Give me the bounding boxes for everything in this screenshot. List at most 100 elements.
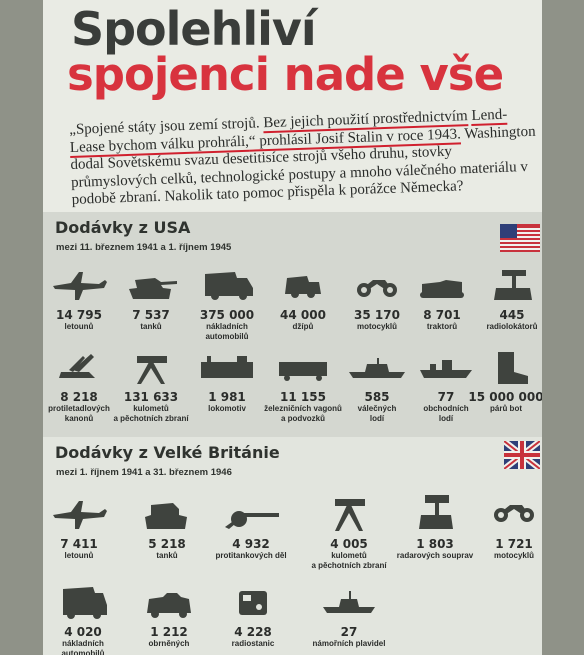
item-value: 1 721	[495, 537, 533, 551]
usa-item-tanks: 7 537 tanků	[111, 266, 191, 332]
item-label: radarových souprav	[396, 551, 474, 560]
item-label: protiletadlových	[48, 404, 110, 413]
item-label: letounů	[64, 551, 94, 560]
uk-deliveries-section: Dodávky z Velké Británie mezi 1. říjnem …	[43, 437, 542, 655]
headline-line-1: Spolehliví	[71, 2, 317, 56]
item-value: 4 932	[232, 537, 270, 551]
uk-item-airplanes: 7 411 letounů	[43, 495, 119, 561]
item-value: 1 803	[416, 537, 454, 551]
item-label: traktorů	[426, 322, 458, 331]
anti-tank-gun-icon	[225, 511, 279, 529]
item-label: a pěchotních zbraní	[113, 414, 189, 423]
item-label: lokomotiv	[208, 404, 246, 413]
item-value: 585	[364, 390, 390, 404]
item-label: obrněných	[148, 639, 190, 648]
jeep-icon	[285, 276, 321, 298]
usa-item-warships: 585 válečných lodí	[337, 348, 417, 424]
usa-section-title: Dodávky z USA	[55, 218, 191, 237]
uk-item-radio-stations: 4 228 radiostanic	[213, 583, 293, 649]
airplane-icon	[53, 501, 107, 529]
usa-item-machine-guns: 131 633 kulometů a pěchotních zbraní	[111, 348, 191, 424]
boot-icon	[498, 352, 528, 384]
item-label: tanků	[156, 551, 178, 560]
tank-icon	[129, 278, 177, 299]
item-value: 35 170	[354, 308, 400, 322]
uk-item-machine-guns: 4 005 kulometů a pěchotních zbraní	[309, 495, 389, 571]
radar-icon	[419, 495, 453, 529]
item-label: válečných	[357, 404, 397, 413]
uk-item-radars: 1 803 radarových souprav	[395, 495, 475, 561]
warship-icon	[349, 358, 405, 378]
item-value: 8 218	[60, 390, 98, 404]
item-label: lodí	[438, 414, 454, 423]
usa-deliveries-section: Dodávky z USA mezi 11. březnem 1941 a 1.…	[43, 212, 542, 437]
item-value: 44 000	[280, 308, 326, 322]
item-value: 77	[437, 390, 455, 404]
uk-flag-icon	[504, 441, 540, 469]
usa-item-boots: 15 000 000 párů bot	[468, 348, 542, 414]
motorcycle-icon	[357, 280, 397, 297]
uk-item-motorcycles: 1 721 motocyklů	[474, 495, 542, 561]
item-label: tanků	[140, 322, 162, 331]
item-value: 4 228	[234, 625, 272, 639]
usa-item-aa-guns: 8 218 protiletadlových kanonů	[43, 348, 119, 424]
armored-car-icon	[147, 593, 191, 618]
tractor-icon	[420, 280, 464, 298]
item-value: 5 218	[148, 537, 186, 551]
usa-flag-icon	[500, 224, 540, 252]
usa-item-airplanes: 14 795 letounů	[43, 266, 119, 332]
usa-item-locomotives: 1 981 lokomotiv	[187, 348, 267, 414]
item-label: radiostanic	[231, 639, 275, 648]
railcar-icon	[279, 362, 327, 381]
item-value: 7 537	[132, 308, 170, 322]
usa-item-jeeps: 44 000 džípů	[263, 266, 343, 332]
machine-gun-icon	[335, 499, 365, 531]
uk-section-subtitle: mezi 1. říjnem 1941 a 31. březnem 1946	[56, 467, 232, 478]
item-value: 375 000	[199, 308, 255, 322]
item-value: 1 212	[150, 625, 188, 639]
usa-item-cargo-ships: 77 obchodních lodí	[406, 348, 486, 424]
uk-item-tanks: 5 218 tanků	[127, 495, 207, 561]
item-label: radiolokátorů	[486, 322, 538, 331]
item-label: kulometů	[331, 551, 367, 560]
usa-item-radars: 445 radiolokátorů	[472, 266, 542, 332]
uk-item-naval-ships: 27 námořních plavidel	[309, 583, 389, 649]
item-label: a pěchotních zbraní	[311, 561, 387, 570]
item-value: 7 411	[60, 537, 98, 551]
item-label: kulometů	[133, 404, 169, 413]
usa-section-subtitle: mezi 11. březnem 1941 a 1. říjnem 1945	[56, 242, 232, 253]
radar-icon	[494, 270, 532, 300]
item-label: nákladních automobilů	[61, 639, 105, 655]
item-label: párů bot	[490, 404, 522, 413]
item-value: 14 795	[56, 308, 102, 322]
item-label: letounů	[64, 322, 94, 331]
uk-item-anti-tank-guns: 4 932 protitankových děl	[211, 495, 291, 561]
usa-item-trucks: 375 000 nákladních automobilů	[187, 266, 267, 342]
magazine-page: Spolehliví spojenci nade vše „Spojené st…	[43, 0, 542, 655]
headline-line-2: spojenci nade vše	[67, 48, 504, 101]
naval-ship-icon	[323, 591, 375, 613]
item-label: motocyklů	[356, 322, 397, 331]
item-label: obchodních	[423, 404, 469, 413]
intro-paragraph: „Spojené státy jsou zemí strojů. Bez jej…	[69, 106, 542, 210]
item-value: 4 005	[330, 537, 368, 551]
item-label: protitankových děl	[215, 551, 287, 560]
motorcycle-icon	[494, 505, 534, 522]
item-value: 445	[499, 308, 525, 322]
item-label: lodí	[369, 414, 385, 423]
item-label: námořních plavidel	[312, 639, 386, 648]
uk-item-trucks: 4 020 nákladních automobilů	[43, 583, 123, 655]
usa-item-motorcycles: 35 170 motocyklů	[337, 266, 417, 332]
cargo-ship-icon	[420, 360, 472, 378]
truck-icon	[205, 272, 253, 300]
item-value: 131 633	[123, 390, 179, 404]
anti-aircraft-gun-icon	[59, 354, 95, 378]
item-label: džípů	[292, 322, 314, 331]
truck-icon	[63, 587, 107, 619]
item-value: 15 000 000	[468, 390, 542, 404]
uk-section-title: Dodávky z Velké Británie	[55, 443, 280, 462]
machine-gun-icon	[137, 356, 167, 384]
item-value: 4 020	[64, 625, 102, 639]
usa-item-tractors: 8 701 traktorů	[402, 266, 482, 332]
usa-item-railcars: 11 155 železničních vagonů a podvozků	[263, 348, 343, 424]
